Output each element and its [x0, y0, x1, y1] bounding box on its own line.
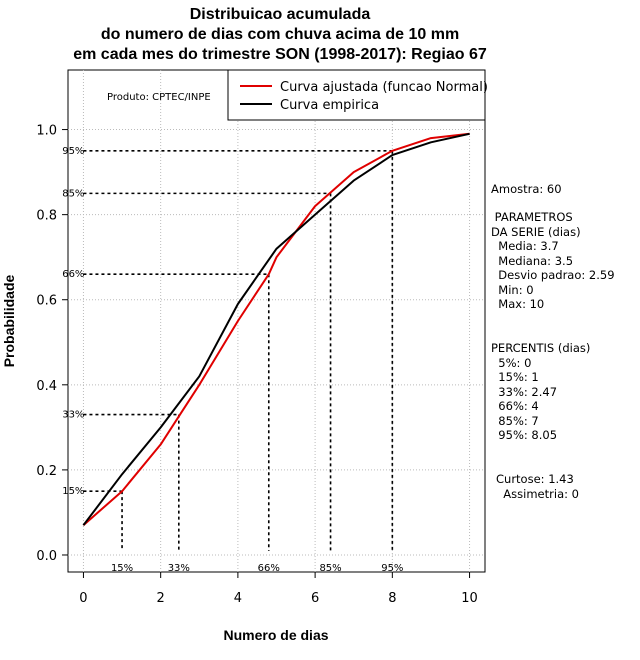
y-tick-label: 0.0: [36, 549, 57, 564]
percentiles-list: PERCENTIS (dias) 5%: 0 15%: 1 33%: 2.47 …: [491, 341, 591, 442]
shape-statistics: Curtose: 1.43 Assimetria: 0: [496, 472, 579, 501]
legend-box: [227, 69, 486, 121]
y-tick-label: 0.6: [36, 294, 57, 309]
x-tick-label: 2: [157, 591, 165, 606]
percentile-label-y: 95%: [62, 146, 84, 157]
x-tick-label: 6: [311, 591, 319, 606]
chart-title-line-1: Distribuicao acumulada: [189, 6, 371, 23]
percentile-label-x: 95%: [381, 563, 403, 574]
y-tick-label: 0.4: [36, 379, 57, 394]
percentile-label-y: 66%: [62, 269, 84, 280]
chart-title-line-3: em cada mes do trimestre SON (1998-2017)…: [73, 46, 487, 63]
percentile-label-y: 85%: [62, 188, 84, 199]
y-axis-title: Probabilidade: [1, 275, 17, 368]
product-label: Produto: CPTEC/INPE: [107, 92, 211, 103]
legend-label-fitted: Curva ajustada (funcao Normal): [280, 80, 488, 95]
legend-label-empirical: Curva empirica: [280, 98, 379, 113]
series-parameters: PARAMETROS DA SERIE (dias) Media: 3.7 Me…: [491, 210, 615, 311]
grid-lines: [68, 70, 485, 572]
x-tick-label: 10: [461, 591, 478, 606]
percentile-label-x: 15%: [111, 563, 133, 574]
y-tick-label: 0.8: [36, 209, 57, 224]
percentile-label-x: 85%: [319, 563, 341, 574]
x-axis-title: Numero de dias: [223, 627, 328, 643]
percentile-label-y: 33%: [62, 410, 84, 421]
percentile-label-y: 15%: [62, 486, 84, 497]
series-lines: [82, 132, 470, 526]
x-tick-label: 8: [388, 591, 396, 606]
empirical-curve: [82, 132, 470, 526]
sample-size: Amostra: 60: [491, 182, 562, 196]
percentile-label-x: 66%: [258, 563, 280, 574]
y-tick-label: 0.2: [36, 464, 57, 479]
axis-ticks: 0 2 4 6 8 10 0.0 0.2 0.4 0.6 0.8 1.0: [36, 124, 478, 606]
y-tick-label: 1.0: [36, 124, 57, 139]
percentile-label-x: 33%: [168, 563, 190, 574]
chart-title-line-2: do numero de dias com chuva acima de 10 …: [100, 26, 460, 43]
percentile-markers: 15% 15% 33% 33% 66% 66% 85% 85% 95% 95%: [62, 146, 403, 574]
x-tick-label: 0: [79, 591, 87, 606]
x-tick-label: 4: [234, 591, 242, 606]
fitted-normal-curve: [82, 132, 470, 526]
legend: Curva ajustada (funcao Normal) Curva emp…: [227, 69, 488, 121]
